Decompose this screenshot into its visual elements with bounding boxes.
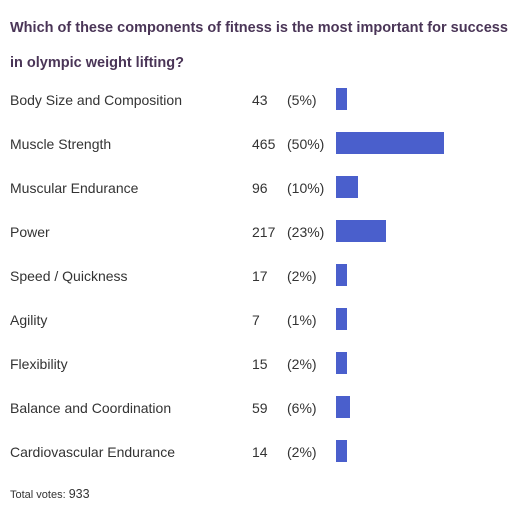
option-label: Muscle Strength xyxy=(10,136,112,152)
vote-percent: (2%) xyxy=(287,268,317,284)
option-label: Flexibility xyxy=(10,356,68,372)
vote-count: 217 xyxy=(252,224,276,240)
poll-row: Speed / Quickness 17 (2%) xyxy=(0,254,523,298)
result-bar xyxy=(336,352,347,374)
total-votes: Total votes: 933 xyxy=(10,487,90,501)
vote-percent: (5%) xyxy=(287,92,317,108)
poll-row: Cardiovascular Endurance 14 (2%) xyxy=(0,430,523,474)
option-label: Speed / Quickness xyxy=(10,268,128,284)
vote-count: 465 xyxy=(252,136,276,152)
vote-percent: (50%) xyxy=(287,136,325,152)
vote-percent: (2%) xyxy=(287,356,317,372)
result-bar xyxy=(336,176,358,198)
result-bar xyxy=(336,220,386,242)
option-label: Agility xyxy=(10,312,48,328)
result-bar xyxy=(336,88,347,110)
option-label: Cardiovascular Endurance xyxy=(10,444,175,460)
vote-percent: (1%) xyxy=(287,312,317,328)
result-bar xyxy=(336,132,444,154)
vote-count: 17 xyxy=(252,268,268,284)
option-label: Balance and Coordination xyxy=(10,400,172,416)
vote-percent: (23%) xyxy=(287,224,325,240)
vote-count: 96 xyxy=(252,180,268,196)
poll-question: Which of these components of fitness is … xyxy=(10,20,508,71)
vote-count: 59 xyxy=(252,400,268,416)
vote-percent: (2%) xyxy=(287,444,317,460)
result-bar xyxy=(336,396,350,418)
vote-count: 7 xyxy=(252,312,260,328)
option-label: Body Size and Composition xyxy=(10,92,182,108)
poll-row: Muscle Strength 465 (50%) xyxy=(0,122,523,166)
total-votes-value: 933 xyxy=(68,487,90,501)
poll-row: Power 217 (23%) xyxy=(0,210,523,254)
total-votes-label: Total votes: xyxy=(10,489,66,501)
poll-row: Flexibility 15 (2%) xyxy=(0,342,523,386)
vote-count: 43 xyxy=(252,92,268,108)
vote-percent: (6%) xyxy=(287,400,317,416)
vote-count: 14 xyxy=(252,444,268,460)
result-bar xyxy=(336,440,347,462)
vote-percent: (10%) xyxy=(287,180,325,196)
poll-row: Body Size and Composition 43 (5%) xyxy=(0,78,523,122)
option-label: Muscular Endurance xyxy=(10,180,139,196)
poll-row: Balance and Coordination 59 (6%) xyxy=(0,386,523,430)
result-bar xyxy=(336,308,347,330)
poll-results: Body Size and Composition 43 (5%) Muscle St… xyxy=(0,78,523,474)
poll-row: Agility 7 (1%) xyxy=(0,298,523,342)
vote-count: 15 xyxy=(252,356,268,372)
option-label: Power xyxy=(10,224,50,240)
result-bar xyxy=(336,264,347,286)
poll-row: Muscular Endurance 96 (10%) xyxy=(0,166,523,210)
